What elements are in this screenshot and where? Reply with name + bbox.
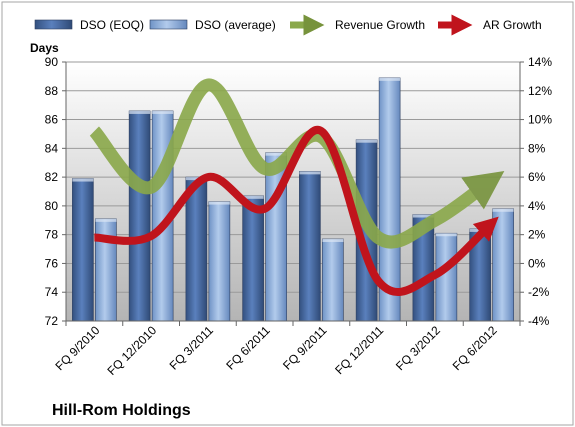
y-left-tick-label: 72	[45, 314, 59, 328]
bar-dso-average	[492, 208, 514, 322]
legend-swatch	[34, 19, 73, 30]
bar-top-highlight	[72, 178, 94, 182]
bar-top-highlight	[95, 218, 117, 222]
bar-dso-average	[322, 238, 344, 322]
bar-dso-eoq	[185, 176, 208, 322]
bars	[72, 77, 514, 322]
y-right-tick-label: 8%	[528, 141, 546, 155]
bar-top-highlight	[185, 177, 207, 181]
bar-top-highlight	[356, 139, 378, 143]
revenue-growth-line	[89, 78, 505, 249]
y-right-tick-label: 4%	[528, 199, 546, 213]
y-right-tick-label: 0%	[528, 256, 546, 270]
y-right-tick-label: 12%	[528, 84, 552, 98]
y-left-tick-label: 80	[45, 199, 59, 213]
bar-top-highlight	[435, 233, 457, 237]
y-right-tick-label: 6%	[528, 170, 546, 184]
y-left-tick-label: 76	[45, 256, 59, 270]
y-left-tick-label: 86	[45, 113, 59, 127]
legend-label: DSO (EOQ)	[80, 18, 144, 32]
bar-top-highlight	[412, 214, 434, 218]
y-left-tick-label: 82	[45, 170, 59, 184]
legend-swatch	[149, 19, 188, 30]
bar-top-highlight	[379, 77, 401, 81]
y-left-tick-label: 74	[45, 285, 59, 299]
y-left-tick-label: 84	[45, 141, 59, 155]
legend-label: DSO (average)	[195, 18, 276, 32]
bar-top-highlight	[129, 110, 151, 114]
legend-label: AR Growth	[483, 18, 542, 32]
bar-dso-eoq	[128, 110, 151, 322]
y-right-tick-label: -4%	[528, 314, 550, 328]
legend: DSO (EOQ) DSO (average) Revenue Growth AR G…	[34, 14, 542, 36]
bar-top-highlight	[492, 208, 514, 212]
bar-top-highlight	[265, 152, 287, 156]
bar-dso-eoq	[299, 171, 321, 322]
y-left-axis-title: Days	[30, 41, 59, 55]
bar-top-highlight	[208, 201, 230, 205]
bar-top-highlight	[322, 238, 344, 242]
bar-top-highlight	[152, 110, 174, 114]
y-left-tick-label: 78	[45, 228, 59, 242]
company-label: Hill-Rom Holdings	[52, 402, 191, 419]
y-right-tick-label: 2%	[528, 228, 546, 242]
y-right-tick-label: 10%	[528, 113, 552, 127]
y-left-tick-label: 88	[45, 84, 59, 98]
bar-top-highlight	[299, 171, 321, 175]
y-right-tick-label: -2%	[528, 285, 550, 299]
y-left-tick-label: 90	[45, 55, 59, 69]
y-right-tick-label: 14%	[528, 55, 552, 69]
bar-top-highlight	[242, 195, 264, 199]
bar-dso-eoq	[72, 178, 94, 322]
bar-dso-eoq	[242, 195, 264, 322]
ar-growth-line	[94, 125, 499, 296]
legend-label: Revenue Growth	[335, 18, 425, 32]
bar-dso-average	[208, 201, 231, 322]
growth-lines	[89, 78, 505, 296]
